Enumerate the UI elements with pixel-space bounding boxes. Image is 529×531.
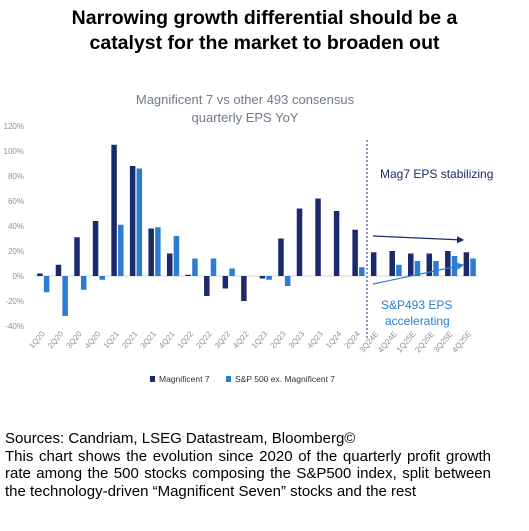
x-tick-label: 3Q22 [213,329,233,350]
sp493-annotation-line-2: accelerating [385,314,450,328]
bar-mag7 [278,238,284,276]
x-tick-label: 4Q25E [450,330,473,355]
x-tick-label: 4Q20 [83,329,103,350]
bar-mag7 [296,208,303,276]
bar-mag7 [74,237,80,276]
sp493-annotation-line-1: S&P493 EPS [381,298,452,312]
x-tick-label: 1Q20 [27,329,47,350]
y-tick-label: -20% [5,297,24,306]
x-tick-label: 1Q24 [324,329,344,350]
bar-mag7 [166,253,173,276]
x-tick-label: 4Q22 [231,329,251,350]
bar-sp493 [359,267,365,276]
bar-sp493 [173,236,180,276]
y-tick-label: 120% [4,122,24,131]
bar-mag7 [352,229,358,276]
bar-mag7 [259,276,266,279]
x-tick-label: 1Q23 [250,329,270,350]
x-tick-label: 4Q21 [157,329,177,350]
bar-sp493 [99,276,105,280]
x-tick-label: 2Q20 [46,329,66,350]
y-tick-label: 60% [8,197,24,206]
chart-title-line-2: quarterly EPS YoY [192,110,299,125]
bar-mag7 [389,251,395,276]
bar-mag7 [370,252,377,276]
footer: Sources: Candriam, LSEG Datastream, Bloo… [5,430,491,500]
y-axis: 120% 100% 80% 60% 40% 20% 0% -20% -40% [4,122,479,331]
bar-mag7 [204,276,210,296]
x-tick-label: 1Q21 [101,329,121,350]
bar-mag7 [111,144,117,276]
x-axis: 1Q20 2Q20 3Q20 4Q20 1Q21 2Q21 3Q21 4Q21 1Q22 2Q22… [27,329,473,354]
bar-sp493 [396,264,402,276]
y-tick-label: 40% [8,222,24,231]
bar-mag7 [333,211,340,276]
bar-mag7 [148,228,154,276]
y-tick-label: 100% [4,147,24,156]
eps-growth-chart: Magnificent 7 vs other 493 consensus qua… [4,92,494,384]
headline-line-2: catalyst for the market to broaden out [89,32,440,54]
x-tick-label: 4Q23 [305,329,325,350]
bar-sp493 [229,268,235,276]
y-tick-label: 20% [8,247,24,256]
bar-sp493 [43,276,50,293]
x-tick-label: 3Q23 [287,329,307,350]
bar-sp493 [414,261,421,276]
bar-mag7 [129,166,136,276]
bars [37,144,476,316]
bar-sp493 [451,256,458,276]
bar-sp493 [192,258,198,276]
bar-mag7 [315,198,321,276]
bar-sp493 [118,224,124,276]
mag7-arrow [372,235,465,244]
chart-title-line-1: Magnificent 7 vs other 493 consensus [136,92,355,107]
bar-sp493 [136,168,143,276]
x-tick-label: 2Q21 [120,329,140,350]
x-tick-label: 2Q23 [268,329,288,350]
bar-sp493 [284,276,291,286]
bar-mag7 [92,221,99,276]
headline-line-1: Narrowing growth differential should be … [71,7,458,29]
sp493-arrow [372,262,465,285]
bar-sp493 [210,258,217,276]
bar-mag7 [463,252,470,276]
bar-mag7 [408,253,414,276]
legend-swatch-sp493 [226,376,231,382]
bar-mag7 [37,273,43,276]
mag7-annotation: Mag7 EPS stabilizing [380,167,493,181]
y-tick-label: 80% [8,172,24,181]
bar-sp493 [266,276,272,280]
y-tick-label: -40% [5,322,24,331]
legend-swatch-mag7 [150,376,155,382]
headline: Narrowing growth differential should be … [0,6,529,56]
bar-mag7 [222,276,229,289]
x-tick-label: 3Q21 [139,329,159,350]
legend-label-sp493: S&P 500 ex. Magnificent 7 [235,374,335,384]
bar-mag7 [241,276,247,301]
bar-sp493 [470,258,476,276]
x-tick-label: 1Q22 [176,329,196,350]
bar-sp493 [155,227,161,276]
sources-note: Sources: Candriam, LSEG Datastream, Bloo… [5,430,356,447]
chart-description: This chart shows the evolution since 202… [5,447,491,500]
bar-sp493 [62,276,68,316]
bar-sp493 [433,261,439,276]
y-tick-label: 0% [12,272,24,281]
bar-mag7 [426,253,433,276]
legend-label-mag7: Magnificent 7 [159,374,210,384]
bar-mag7 [55,264,62,276]
x-tick-label: 3Q20 [64,329,84,350]
bar-mag7 [445,251,451,276]
x-tick-label: 2Q22 [194,329,214,350]
bar-mag7 [185,274,192,276]
legend: Magnificent 7 S&P 500 ex. Magnificent 7 [150,374,335,384]
bar-sp493 [80,276,87,290]
